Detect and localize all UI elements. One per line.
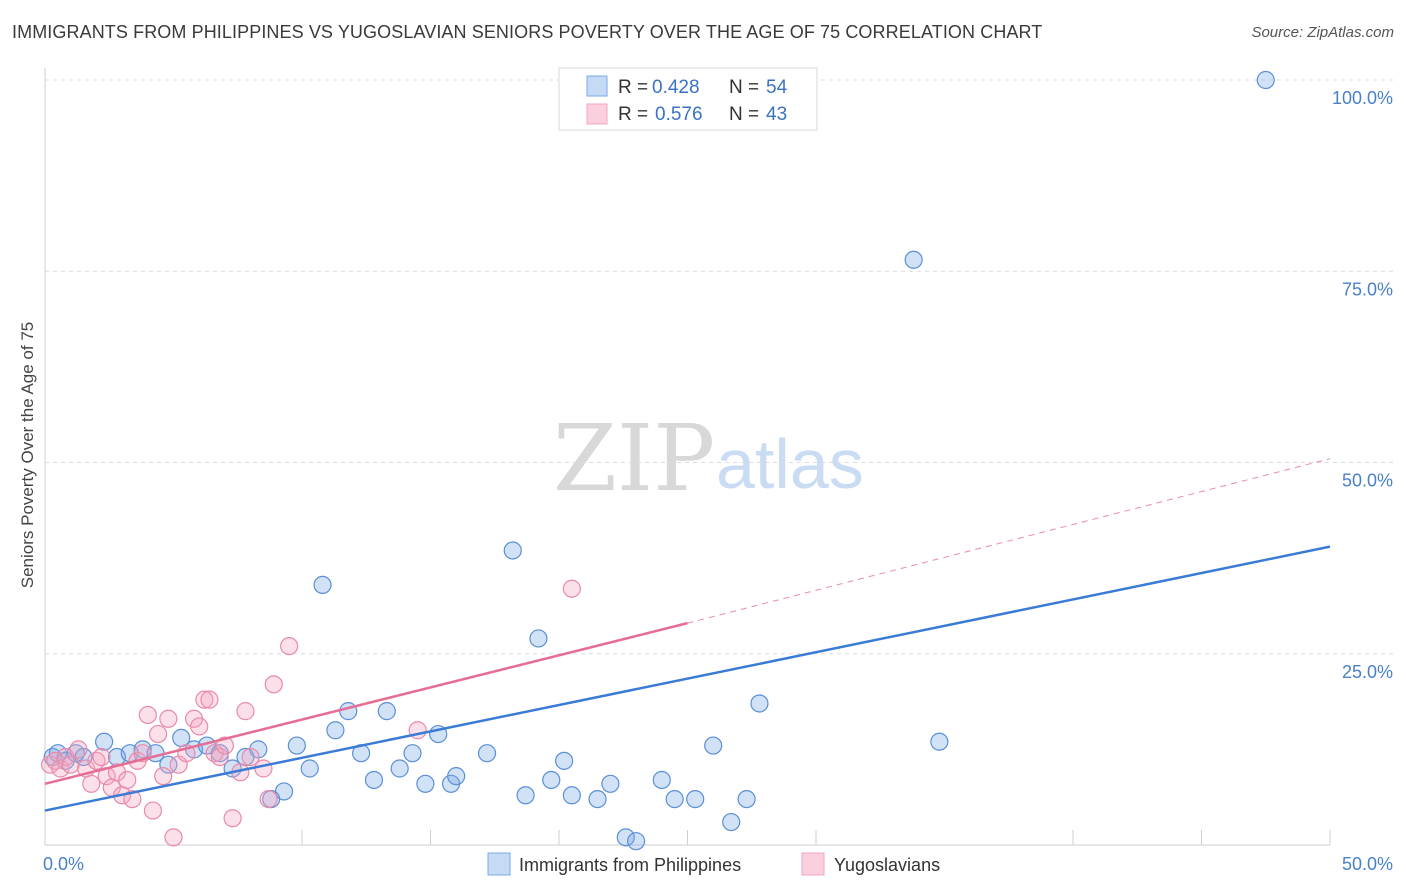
point-philippines — [562, 786, 581, 805]
point-philippines — [665, 789, 684, 809]
y-tick-label: 75.0% — [1342, 279, 1393, 299]
y-tick-labels: 25.0% 50.0% 75.0% 100.0% — [1332, 88, 1393, 682]
point-philippines — [416, 774, 435, 793]
point-philippines — [339, 702, 358, 721]
point-yugoslavians — [236, 702, 255, 721]
point-philippines — [287, 736, 306, 755]
point-yugoslavians — [61, 755, 80, 774]
watermark-atlas: atlas — [716, 425, 864, 503]
gridlines — [45, 79, 1393, 655]
point-yugoslavians — [164, 828, 183, 847]
point-yugoslavians — [259, 789, 278, 809]
bottom-legend-label-yugoslavians: Yugoslavians — [834, 855, 940, 875]
point-philippines — [300, 759, 319, 778]
legend-r-value-2: 0.576 — [655, 104, 703, 125]
point-philippines — [686, 789, 705, 809]
source-credit: Source: ZipAtlas.com — [1251, 24, 1394, 41]
point-yugoslavians — [123, 789, 142, 809]
point-philippines — [722, 812, 741, 832]
point-philippines — [1256, 70, 1275, 90]
trend-line-yugoslavians — [44, 621, 688, 786]
y-axis-title: Seniors Poverty Over the Age of 75 — [18, 322, 37, 588]
point-yugoslavians — [190, 717, 209, 736]
legend-r-value-1: 0.428 — [652, 77, 700, 98]
point-yugoslavians — [138, 705, 157, 725]
x-tick-label-min: 0.0% — [43, 854, 84, 874]
point-yugoslavians — [241, 747, 260, 767]
data-points — [41, 70, 1275, 851]
point-philippines — [364, 770, 384, 790]
point-philippines — [403, 744, 422, 763]
point-yugoslavians — [254, 759, 273, 778]
point-philippines — [274, 782, 294, 801]
point-yugoslavians — [562, 579, 581, 598]
legend-swatch-yugoslavians — [586, 103, 608, 125]
legend-n-label-2: N = — [729, 104, 759, 125]
point-philippines — [529, 629, 548, 648]
point-philippines — [313, 575, 332, 595]
point-philippines — [95, 732, 114, 751]
point-philippines — [516, 786, 535, 805]
point-yugoslavians — [215, 736, 234, 755]
point-philippines — [159, 755, 178, 774]
point-philippines — [377, 702, 396, 721]
chart-title: IMMIGRANTS FROM PHILIPPINES VS YUGOSLAVI… — [12, 22, 1043, 42]
point-philippines — [503, 541, 522, 560]
point-philippines — [447, 767, 466, 786]
point-yugoslavians — [264, 675, 283, 694]
point-yugoslavians — [69, 740, 88, 759]
point-philippines — [249, 740, 268, 759]
trend-lines — [44, 458, 1331, 812]
bottom-legend-label-philippines: Immigrants from Philippines — [519, 855, 741, 875]
series-legend: Immigrants from Philippines Yugoslavians — [487, 852, 940, 876]
point-yugoslavians — [210, 747, 229, 767]
point-yugoslavians — [118, 770, 137, 790]
legend-n-value-1: 54 — [766, 77, 788, 98]
trend-line-philippines — [44, 545, 1331, 812]
x-tick-label-max: 50.0% — [1342, 854, 1393, 874]
y-tick-label: 50.0% — [1342, 471, 1393, 491]
point-philippines — [626, 832, 646, 851]
point-yugoslavians — [154, 767, 173, 786]
point-philippines — [904, 250, 923, 269]
point-philippines — [390, 759, 409, 778]
point-philippines — [737, 789, 756, 809]
point-yugoslavians — [92, 747, 111, 767]
point-yugoslavians — [159, 709, 178, 728]
point-yugoslavians — [195, 690, 214, 709]
point-yugoslavians — [51, 759, 70, 778]
point-philippines — [930, 732, 949, 751]
point-philippines — [616, 828, 635, 847]
legend-swatch-philippines — [586, 75, 608, 97]
legend-r-label-1: R = — [618, 77, 648, 98]
point-yugoslavians — [280, 636, 299, 656]
point-philippines — [588, 789, 607, 809]
y-tick-label: 25.0% — [1342, 662, 1393, 682]
point-yugoslavians — [143, 801, 163, 820]
correlation-legend: R = 0.428 N = 54 R = 0.576 N = 43 — [558, 67, 818, 131]
legend-r-label-2: R = — [618, 104, 648, 125]
legend-n-label-1: N = — [729, 77, 759, 98]
point-yugoslavians — [200, 690, 219, 709]
point-philippines — [601, 774, 620, 793]
point-yugoslavians — [148, 724, 168, 744]
legend-n-value-2: 43 — [766, 104, 787, 125]
point-philippines — [750, 694, 769, 713]
point-philippines — [704, 736, 723, 755]
x-axis-ticks — [301, 830, 1331, 845]
y-tick-label: 100.0% — [1332, 88, 1393, 108]
trend-line-yugoslavians-extension — [687, 458, 1331, 624]
point-philippines — [326, 721, 345, 740]
bottom-legend-swatch-philippines — [487, 852, 511, 876]
point-philippines — [542, 770, 561, 790]
point-philippines — [652, 770, 671, 790]
point-yugoslavians — [223, 809, 242, 828]
watermark-zip: ZIP — [553, 405, 715, 512]
point-yugoslavians — [82, 774, 101, 793]
point-philippines — [555, 751, 574, 770]
bottom-legend-swatch-yugoslavians — [801, 852, 825, 876]
point-philippines — [477, 744, 497, 763]
